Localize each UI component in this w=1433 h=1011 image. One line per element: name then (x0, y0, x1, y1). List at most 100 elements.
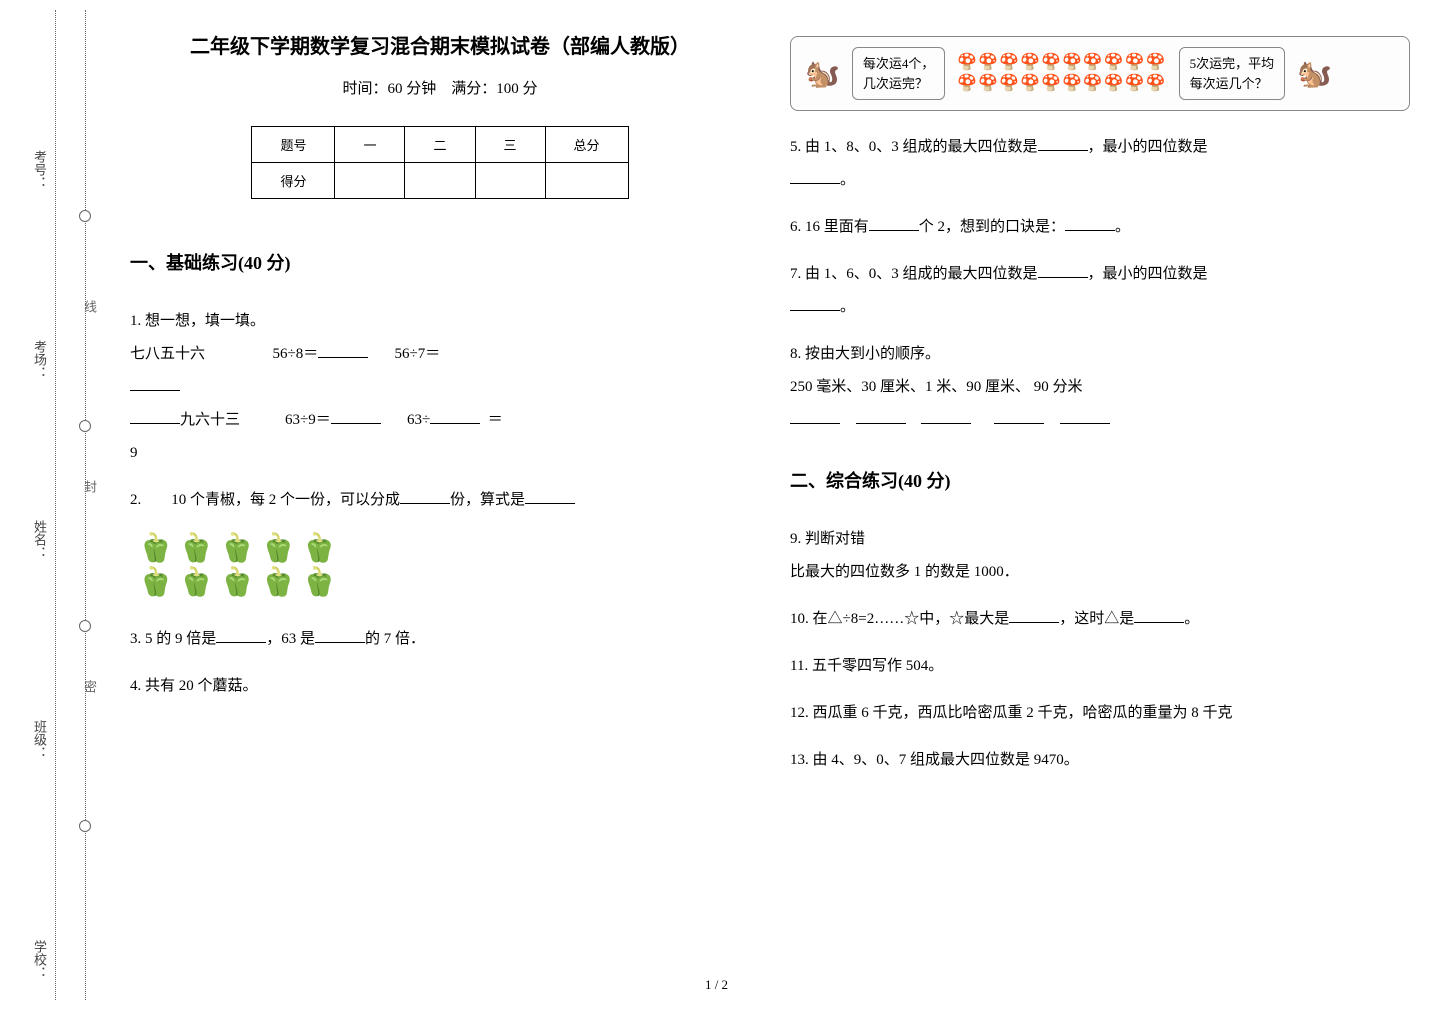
question-12: 12. 西瓜重 6 千克，西瓜比哈密瓜重 2 千克，哈密瓜的重量为 8 千克 (790, 697, 1410, 730)
blank (430, 409, 480, 424)
fullscore-label: 满分：100 分 (451, 81, 537, 97)
q7-c: 。 (840, 299, 855, 315)
mushroom-row: 🍄🍄🍄🍄🍄🍄🍄🍄🍄🍄 (957, 53, 1166, 74)
score-cell (545, 163, 628, 199)
blank (1065, 216, 1115, 231)
question-1: 1. 想一想，填一填。 七八五十六 56÷8＝ 56÷7＝ 九六十三 63÷9＝ (130, 305, 750, 470)
q5-a: 5. 由 1、8、0、3 组成的最大四位数是 (790, 139, 1038, 155)
question-5: 5. 由 1、8、0、3 组成的最大四位数是 ，最小的四位数是 。 (790, 131, 1410, 197)
blank (1038, 263, 1088, 278)
q1-l1a: 七八五十六 (130, 346, 205, 362)
binding-margin: 密 封 线 学校： 班级： 姓名： 考场： 考号： (0, 0, 110, 1011)
binding-circle (79, 210, 91, 222)
question-11: 11. 五千零四写作 504。 (790, 650, 1410, 683)
score-cell (335, 163, 405, 199)
th-number: 题号 (252, 127, 335, 163)
blank (318, 343, 368, 358)
q9-body: 比最大的四位数多 1 的数是 1000． (790, 556, 1410, 589)
blank (790, 169, 840, 184)
blank (130, 376, 180, 391)
seal-char-mi: 密 (80, 680, 99, 693)
question-7: 7. 由 1、6、0、3 组成的最大四位数是 ，最小的四位数是 。 (790, 258, 1410, 324)
q1-l2a: 九六十三 (180, 412, 240, 428)
q3-a: 3. 5 的 9 倍是 (130, 631, 216, 647)
binding-circle (79, 620, 91, 632)
blank (856, 409, 906, 424)
q1-l2e: 9 (130, 437, 750, 470)
section-1-header: 一、基础练习(40 分) (130, 249, 750, 275)
q6-a: 6. 16 里面有 (790, 219, 869, 235)
blank (1009, 608, 1059, 623)
mushroom-icons: 🍄🍄🍄🍄🍄🍄🍄🍄🍄🍄 🍄🍄🍄🍄🍄🍄🍄🍄🍄🍄 (957, 53, 1166, 95)
q10-c: 。 (1184, 611, 1199, 627)
th-total: 总分 (545, 127, 628, 163)
question-10: 10. 在△÷8=2……☆中，☆最大是，这时△是。 (790, 603, 1410, 636)
blank (525, 489, 575, 504)
th-score: 得分 (252, 163, 335, 199)
q10-b: ，这时△是 (1059, 611, 1134, 627)
q2-a: 2. 10 个青椒，每 2 个一份，可以分成 (130, 492, 400, 508)
th-3: 三 (475, 127, 545, 163)
mushroom-panel: 🐿️ 每次运4个， 几次运完？ 🍄🍄🍄🍄🍄🍄🍄🍄🍄🍄 🍄🍄🍄🍄🍄🍄🍄🍄🍄🍄 5次… (790, 36, 1410, 111)
blank (994, 409, 1044, 424)
q5-c: 。 (840, 172, 855, 188)
mushroom-row: 🍄🍄🍄🍄🍄🍄🍄🍄🍄🍄 (957, 74, 1166, 95)
page-number: 1 / 2 (705, 977, 728, 993)
seal-char-feng: 封 (80, 480, 99, 493)
q8-stem: 8. 按由大到小的顺序。 (790, 338, 1410, 371)
label-room: 考场： (30, 340, 49, 379)
question-8: 8. 按由大到小的顺序。 250 毫米、30 厘米、1 米、90 厘米、 90 … (790, 338, 1410, 437)
q9-stem: 9. 判断对错 (790, 523, 1410, 556)
q1-stem: 1. 想一想，填一填。 (130, 305, 750, 338)
seal-char-xian: 线 (80, 300, 99, 313)
label-seat: 考号： (30, 150, 49, 189)
table-row: 得分 (252, 163, 628, 199)
th-1: 一 (335, 127, 405, 163)
binding-circle (79, 420, 91, 432)
blank (130, 409, 180, 424)
q7-b: ，最小的四位数是 (1088, 266, 1208, 282)
q1-l1c: 56÷7＝ (395, 346, 441, 362)
speech-right-a: 5次运完，平均 (1190, 54, 1275, 74)
q1-l2d: ＝ (488, 412, 503, 428)
question-2: 2. 10 个青椒，每 2 个一份，可以分成 份，算式是 (130, 484, 750, 517)
q1-line2 (130, 371, 750, 404)
speech-left-a: 每次运4个， (863, 54, 935, 74)
q1-l2c: 63÷ (407, 412, 430, 428)
q3-c: 的 7 倍． (365, 631, 425, 647)
blank (315, 628, 365, 643)
question-6: 6. 16 里面有个 2，想到的口诀是：。 (790, 211, 1410, 244)
column-left: 二年级下学期数学复习混合期末模拟试卷（部编人教版） 时间：60 分钟 满分：10… (130, 30, 750, 791)
question-4: 4. 共有 20 个蘑菇。 (130, 670, 750, 703)
score-cell (405, 163, 475, 199)
dotted-line-inner (55, 10, 56, 1000)
q8-items: 250 毫米、30 厘米、1 米、90 厘米、 90 分米 (790, 371, 1410, 404)
blank (1060, 409, 1110, 424)
q1-l2b: 63÷9＝ (285, 412, 331, 428)
th-2: 二 (405, 127, 475, 163)
score-table: 题号 一 二 三 总分 得分 (251, 126, 628, 199)
table-row: 题号 一 二 三 总分 (252, 127, 628, 163)
q2-b: 份，算式是 (450, 492, 525, 508)
question-9: 9. 判断对错 比最大的四位数多 1 的数是 1000． (790, 523, 1410, 589)
speech-right-b: 每次运几个？ (1190, 74, 1275, 94)
speech-right: 5次运完，平均 每次运几个？ (1179, 47, 1286, 100)
question-3: 3. 5 的 9 倍是，63 是的 7 倍． (130, 623, 750, 656)
q5-b: ，最小的四位数是 (1088, 139, 1208, 155)
label-school: 学校： (30, 940, 49, 979)
column-right: 🐿️ 每次运4个， 几次运完？ 🍄🍄🍄🍄🍄🍄🍄🍄🍄🍄 🍄🍄🍄🍄🍄🍄🍄🍄🍄🍄 5次… (790, 30, 1410, 791)
blank (921, 409, 971, 424)
squirrel-icon: 🐿️ (1297, 57, 1332, 91)
exam-title: 二年级下学期数学复习混合期末模拟试卷（部编人教版） (130, 30, 750, 59)
question-13: 13. 由 4、9、0、7 组成最大四位数是 9470。 (790, 744, 1410, 777)
binding-circle (79, 820, 91, 832)
pepper-icons: 🫑🫑🫑🫑🫑🫑🫑🫑🫑🫑 (138, 531, 750, 599)
speech-left: 每次运4个， 几次运完？ (852, 47, 946, 100)
exam-subtitle: 时间：60 分钟 满分：100 分 (130, 77, 750, 98)
blank (216, 628, 266, 643)
q7-a: 7. 由 1、6、0、3 组成的最大四位数是 (790, 266, 1038, 282)
blank (400, 489, 450, 504)
blank (790, 409, 840, 424)
q8-blanks (790, 404, 1410, 437)
blank (869, 216, 919, 231)
